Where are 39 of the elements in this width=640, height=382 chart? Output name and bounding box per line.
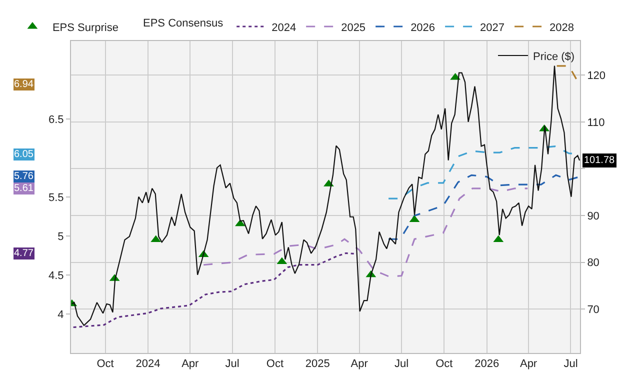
text: 5.76: [14, 171, 34, 182]
y-tick-label: 5.5: [48, 192, 64, 204]
line-series: [202, 188, 528, 278]
text: 6.94: [14, 79, 34, 90]
text: 6.05: [14, 149, 34, 160]
x-tick-label: 2026: [474, 358, 500, 370]
y2-tick-label: 120: [587, 70, 606, 82]
legend-title: EPS Consensus: [143, 17, 224, 30]
x-tick-label: Jul: [564, 358, 578, 370]
y-tick-label: 6.5: [48, 114, 64, 126]
x-tick-label: Oct: [436, 358, 453, 370]
y2-tick-label: 70: [587, 304, 600, 316]
line-series: [71, 65, 580, 326]
legend-label: Price ($): [533, 50, 575, 63]
x-tick-label: Jul: [225, 358, 240, 370]
y2-tick-label: 80: [587, 257, 600, 270]
x-tick-label: Apr: [350, 358, 368, 370]
data-label: 101.78: [584, 155, 616, 166]
text: 4.77: [14, 248, 34, 259]
y-tick-label: 4.5: [48, 270, 64, 282]
y-tick-label: 5: [58, 230, 64, 243]
y2-tick-label: 90: [587, 210, 600, 222]
legend-label: 2024: [272, 22, 296, 34]
x-tick-label: 2025: [305, 358, 330, 370]
legend-label: 2028: [550, 22, 574, 34]
text: 5.61: [14, 183, 34, 194]
line-series: [388, 174, 580, 240]
y-tick-label: 4: [58, 308, 64, 321]
y2-tick-label: 110: [587, 116, 605, 129]
legend-label: EPS Surprise: [52, 22, 118, 34]
x-tick-label: Oct: [96, 358, 114, 370]
legend-label: 2025: [341, 22, 366, 34]
x-tick-label: Jul: [394, 358, 409, 370]
x-tick-label: Apr: [182, 358, 200, 370]
x-tick-label: Oct: [266, 358, 284, 370]
x-tick-label: 2024: [136, 358, 160, 370]
legend-label: 2027: [480, 22, 505, 34]
x-tick-label: Apr: [520, 358, 538, 370]
legend-label: 2026: [410, 22, 436, 34]
